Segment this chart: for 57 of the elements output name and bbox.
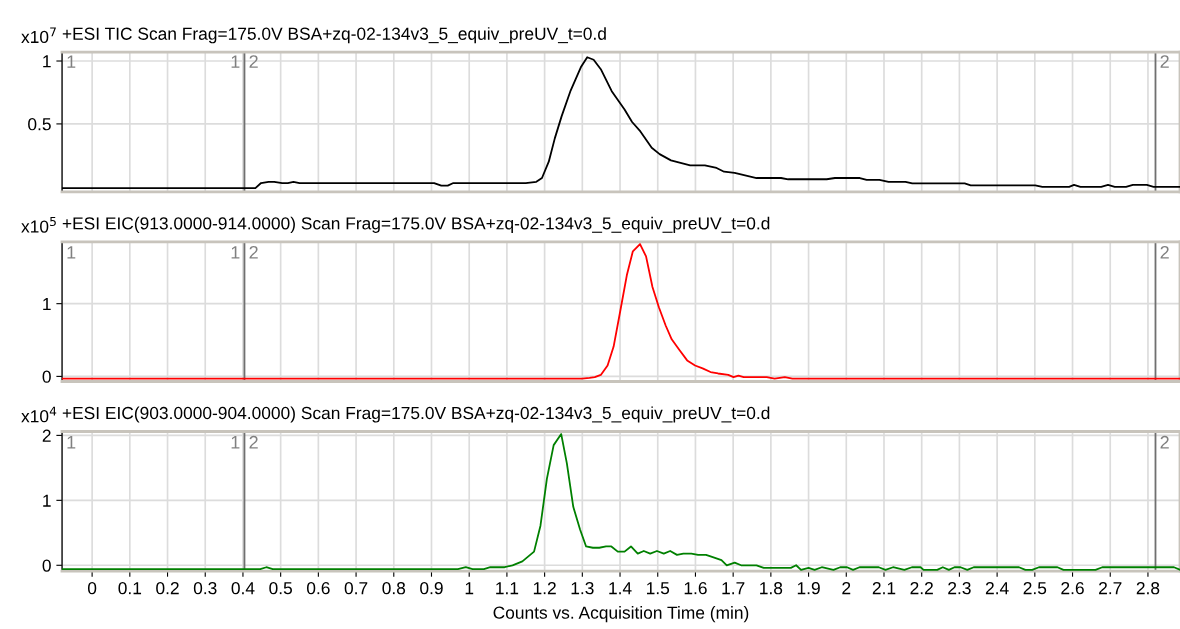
line-series	[61, 243, 1180, 380]
y-tick-label: 1	[43, 55, 51, 68]
y-tick-label: 0	[42, 370, 51, 383]
annotation: 2	[249, 245, 258, 259]
x-tick-label: 2.2	[910, 582, 933, 595]
x-tick-label: 0	[87, 582, 97, 595]
x-tick-label: 0.7	[344, 582, 368, 595]
x-tick-label: 2.1	[872, 582, 896, 595]
x-tick-label: 2.4	[985, 582, 1009, 595]
x-axis-title: Counts vs. Acquisition Time (min)	[493, 606, 749, 623]
x-tick-label: 1.2	[533, 582, 556, 595]
chart-title: +ESI EIC(903.0000-904.0000) Scan Frag=175.0V BSA+zq-02-134v3_5_equiv_preUV_t=0.d	[62, 406, 770, 423]
annotation: 1	[67, 436, 76, 449]
chart-title: +ESI TIC Scan Frag=175.0V BSA+zq-02-134v3_5_equiv_preUV_t=0.d	[62, 27, 606, 44]
x-tick-label: 1.4	[609, 582, 632, 595]
y-tick-label: 2	[42, 429, 51, 442]
x-tick-label: 1.9	[797, 582, 820, 595]
annotation: 1	[231, 55, 240, 68]
x-tick-label: 0.3	[193, 582, 217, 595]
x-tick-label: 2	[842, 582, 851, 595]
x-tick-label: 2.6	[1061, 582, 1084, 595]
annotation: 1	[231, 436, 240, 449]
x-tick-label: 1.8	[760, 582, 783, 595]
y-tick-label: 1	[43, 298, 51, 310]
y-axis-title: x10$^{5}$	[21, 217, 56, 233]
annotation: 2	[249, 435, 258, 449]
x-tick-label: 0.4	[231, 582, 255, 595]
chart-title: +ESI EIC(913.0000-914.0000) Scan Frag=175.0V BSA+zq-02-134v3_5_equiv_preUV_t=0.d	[62, 216, 770, 233]
x-tick-label: 0.9	[420, 582, 443, 595]
x-tick-label: 2.3	[948, 582, 971, 595]
x-tick-label: 1.6	[684, 582, 707, 595]
x-tick-label: 1.3	[571, 582, 594, 595]
x-tick-label: 2.5	[1023, 582, 1047, 595]
x-tick-label: 1.7	[722, 582, 745, 595]
x-tick-label: 1	[465, 582, 474, 595]
x-tick-label: 0.2	[156, 582, 179, 595]
annotation: 2	[1160, 435, 1169, 449]
x-tick-label: 0.1	[118, 582, 142, 595]
x-tick-label: 2.7	[1099, 582, 1122, 595]
annotation: 1	[231, 246, 240, 259]
y-axis-title: x10$^{4}$	[21, 406, 57, 423]
x-tick-label: 1.1	[496, 582, 519, 595]
x-tick-label: 0.8	[382, 582, 406, 595]
annotation: 2	[249, 55, 258, 68]
x-tick-label: 0.6	[306, 582, 330, 595]
x-tick-label: 1.5	[647, 582, 670, 595]
x-tick-label: 2.8	[1136, 582, 1160, 595]
x-tick-label: 0.5	[269, 582, 292, 595]
annotation: 2	[1160, 245, 1169, 259]
y-tick-label: 0	[42, 559, 51, 572]
annotation: 2	[1160, 55, 1169, 68]
y-tick-label: 0.5	[28, 118, 51, 131]
line-series	[61, 433, 1180, 571]
annotation: 1	[67, 55, 76, 68]
y-tick-label: 1	[43, 494, 51, 507]
annotation: 1	[67, 246, 76, 259]
y-axis-title: x10$^{7}$	[21, 27, 56, 44]
